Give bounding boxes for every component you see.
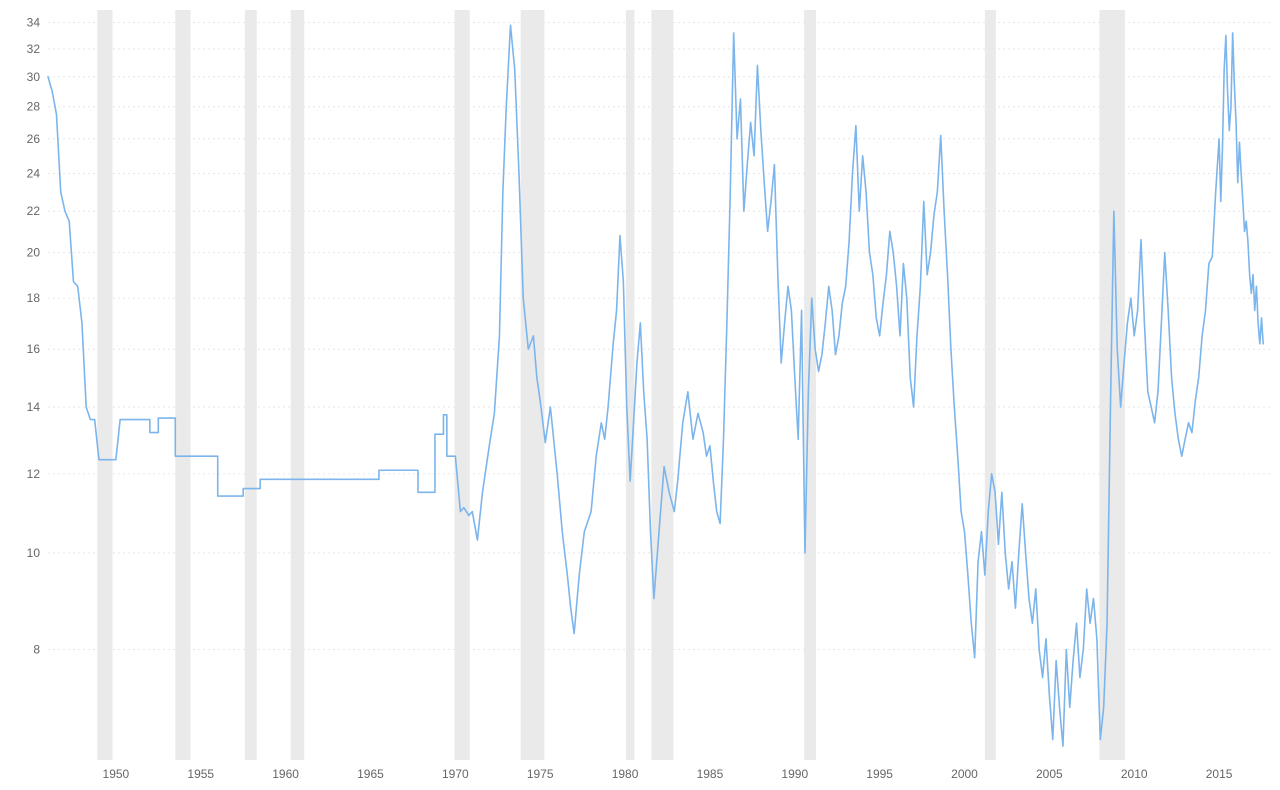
y-tick-label: 30 — [27, 70, 41, 84]
x-tick-label: 1985 — [697, 767, 724, 781]
x-tick-label: 1990 — [781, 767, 808, 781]
x-tick-label: 1995 — [866, 767, 893, 781]
recession-band — [651, 10, 673, 760]
recession-band — [454, 10, 469, 760]
x-tick-label: 1960 — [272, 767, 299, 781]
y-tick-label: 22 — [27, 204, 41, 218]
x-tick-label: 2015 — [1206, 767, 1233, 781]
recession-band — [291, 10, 305, 760]
x-tick-label: 1950 — [103, 767, 130, 781]
x-tick-label: 2010 — [1121, 767, 1148, 781]
x-tick-label: 2005 — [1036, 767, 1063, 781]
y-tick-label: 8 — [33, 643, 40, 657]
y-tick-label: 20 — [27, 245, 41, 259]
chart-container: 8 10 12 14 16 18 20 22 24 26 28 30 32 34 1950 1955 1960 1… — [0, 0, 1280, 790]
y-tick-label: 34 — [27, 16, 41, 30]
x-tick-label: 1965 — [357, 767, 384, 781]
y-tick-label: 26 — [27, 132, 41, 146]
x-tick-label: 1975 — [527, 767, 554, 781]
x-tick-label: 2000 — [951, 767, 978, 781]
recession-band — [985, 10, 996, 760]
x-tick-label: 1980 — [612, 767, 639, 781]
x-tick-label: 1955 — [187, 767, 214, 781]
y-tick-label: 24 — [27, 166, 41, 180]
y-tick-label: 32 — [27, 42, 41, 56]
recession-band — [245, 10, 257, 760]
y-tick-label: 18 — [27, 291, 41, 305]
line-chart: 8 10 12 14 16 18 20 22 24 26 28 30 32 34 1950 1955 1960 1… — [0, 0, 1280, 790]
recession-band — [521, 10, 545, 760]
x-tick-label: 1970 — [442, 767, 469, 781]
y-tick-label: 12 — [27, 467, 41, 481]
recession-band — [804, 10, 816, 760]
y-tick-label: 10 — [27, 546, 41, 560]
recession-band — [626, 10, 634, 760]
y-tick-label: 16 — [27, 342, 41, 356]
recession-band — [1099, 10, 1124, 760]
recession-band — [175, 10, 190, 760]
y-tick-label: 14 — [27, 400, 41, 414]
y-tick-label: 28 — [27, 100, 41, 114]
recession-band — [97, 10, 112, 760]
